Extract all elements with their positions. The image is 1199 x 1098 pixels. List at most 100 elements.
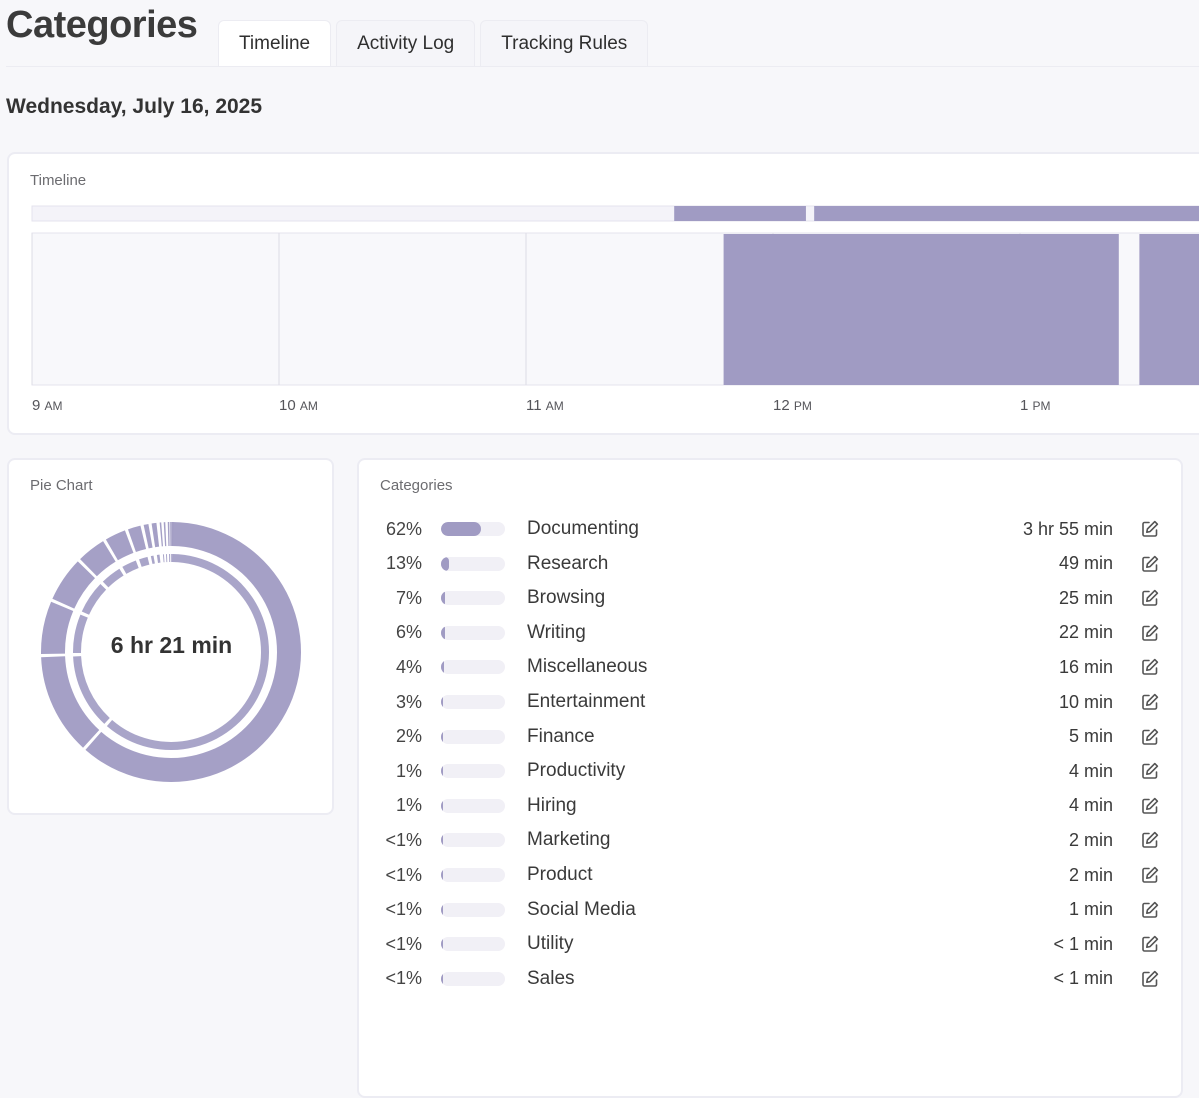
- timeline-activity-block[interactable]: [723, 234, 1119, 385]
- category-name[interactable]: Research: [527, 552, 609, 574]
- donut-outer-segment[interactable]: [151, 522, 160, 548]
- tab-tracking-rules[interactable]: Tracking Rules: [480, 20, 649, 66]
- donut-inner-segment[interactable]: [156, 554, 161, 563]
- edit-category-button[interactable]: [1139, 795, 1161, 817]
- category-percent: <1%: [385, 933, 422, 954]
- category-name[interactable]: Finance: [527, 725, 595, 747]
- tab-divider: [6, 66, 1199, 67]
- donut-outer-segment[interactable]: [163, 522, 167, 547]
- donut-inner-segment[interactable]: [73, 614, 88, 654]
- donut-inner-segment[interactable]: [170, 554, 172, 563]
- edit-category-button[interactable]: [1139, 622, 1161, 644]
- edit-category-button[interactable]: [1139, 899, 1161, 921]
- donut-chart[interactable]: [9, 460, 332, 813]
- category-row[interactable]: <1% Sales < 1 min: [359, 962, 1185, 996]
- category-name[interactable]: Sales: [527, 967, 575, 989]
- donut-outer-segment[interactable]: [85, 522, 301, 782]
- donut-outer-segment[interactable]: [159, 522, 164, 547]
- donut-inner-segment[interactable]: [172, 554, 174, 563]
- donut-inner-segment[interactable]: [162, 554, 165, 563]
- category-row[interactable]: <1% Product 2 min: [359, 858, 1185, 892]
- donut-inner-segment[interactable]: [150, 555, 155, 564]
- edit-icon: [1142, 762, 1159, 779]
- edit-icon: [1142, 659, 1159, 676]
- donut-inner-segment[interactable]: [169, 554, 171, 563]
- edit-category-button[interactable]: [1139, 553, 1161, 575]
- category-duration: 4 min: [1068, 795, 1113, 816]
- category-name[interactable]: Social Media: [527, 898, 636, 920]
- tab-timeline[interactable]: Timeline: [218, 20, 332, 66]
- tab-label: Activity Log: [357, 32, 455, 54]
- edit-category-button[interactable]: [1139, 760, 1161, 782]
- category-name[interactable]: Documenting: [527, 518, 639, 539]
- donut-inner-segment[interactable]: [102, 568, 124, 588]
- donut-outer-segment[interactable]: [80, 541, 116, 577]
- category-name[interactable]: Writing: [527, 621, 586, 643]
- category-row[interactable]: 6% Writing 22 min: [359, 616, 1185, 650]
- timeline-card: Timeline 9 AM 10 AM 11 AM 12 PM 1 PM: [7, 152, 1199, 435]
- category-row[interactable]: <1% Marketing 2 min: [359, 823, 1185, 857]
- donut-inner-segment[interactable]: [139, 556, 150, 567]
- category-duration: 22 min: [1058, 622, 1113, 643]
- category-row[interactable]: 13% Research 49 min: [359, 547, 1185, 581]
- donut-outer-segment[interactable]: [171, 522, 174, 547]
- donut-inner-segment[interactable]: [106, 554, 270, 750]
- category-name[interactable]: Browsing: [527, 587, 606, 609]
- donut-outer-segment[interactable]: [41, 601, 74, 655]
- category-name[interactable]: Miscellaneous: [527, 656, 648, 678]
- donut-inner-segment[interactable]: [165, 554, 168, 563]
- category-bar-track: [441, 902, 505, 917]
- category-row[interactable]: 2% Finance 5 min: [359, 720, 1185, 754]
- donut-outer-segment[interactable]: [167, 522, 170, 547]
- edit-category-button[interactable]: [1139, 968, 1161, 990]
- category-bar-track: [441, 660, 505, 675]
- category-row[interactable]: 1% Hiring 4 min: [359, 789, 1185, 823]
- category-duration: 2 min: [1068, 864, 1113, 885]
- edit-category-button[interactable]: [1139, 933, 1161, 955]
- tab-label: Timeline: [239, 32, 311, 54]
- category-row[interactable]: <1% Utility < 1 min: [359, 927, 1185, 961]
- category-row[interactable]: <1% Social Media 1 min: [359, 893, 1185, 927]
- donut-inner-segment[interactable]: [73, 656, 110, 724]
- category-row[interactable]: 7% Browsing 25 min: [359, 581, 1185, 615]
- donut-outer-segment[interactable]: [170, 522, 172, 547]
- category-name[interactable]: Product: [527, 864, 593, 885]
- edit-category-button[interactable]: [1139, 587, 1161, 609]
- edit-icon: [1142, 520, 1159, 537]
- category-row[interactable]: 62% Documenting 3 hr 55 min: [359, 512, 1185, 546]
- timeline-chart[interactable]: 9 AM 10 AM 11 AM 12 PM 1 PM: [9, 154, 1199, 437]
- category-name[interactable]: Productivity: [527, 760, 626, 782]
- category-duration: 10 min: [1058, 691, 1113, 712]
- category-row[interactable]: 4% Miscellaneous 16 min: [359, 650, 1185, 684]
- donut-outer-segment[interactable]: [105, 530, 134, 561]
- tab-activity-log[interactable]: Activity Log: [336, 20, 476, 66]
- edit-category-button[interactable]: [1139, 656, 1161, 678]
- edit-category-button[interactable]: [1139, 518, 1161, 540]
- date-heading: Wednesday, July 16, 2025: [6, 95, 263, 118]
- category-name[interactable]: Utility: [527, 933, 574, 955]
- edit-category-button[interactable]: [1139, 691, 1161, 713]
- edit-category-button[interactable]: [1139, 726, 1161, 748]
- category-bar-track: [441, 591, 505, 606]
- donut-outer-segment[interactable]: [127, 525, 147, 552]
- category-percent: 7%: [395, 587, 422, 608]
- category-row[interactable]: 1% Productivity 4 min: [359, 754, 1185, 788]
- category-row[interactable]: 3% Entertainment 10 min: [359, 685, 1185, 719]
- category-duration: 3 hr 55 min: [1022, 518, 1113, 539]
- category-name[interactable]: Entertainment: [527, 691, 646, 712]
- pie-chart-card: Pie Chart 6 hr 21 min: [7, 458, 334, 815]
- edit-icon: [1142, 693, 1159, 710]
- category-name[interactable]: Marketing: [527, 829, 611, 851]
- category-bar-fill: [441, 902, 443, 917]
- donut-inner-segment[interactable]: [81, 584, 107, 615]
- category-name[interactable]: Hiring: [527, 794, 577, 816]
- category-bar-track: [441, 556, 505, 571]
- donut-outer-segment[interactable]: [143, 523, 153, 549]
- edit-category-button[interactable]: [1139, 829, 1161, 851]
- donut-inner-segment[interactable]: [122, 560, 139, 574]
- donut-outer-segment[interactable]: [52, 561, 96, 609]
- donut-outer-segment[interactable]: [41, 656, 100, 748]
- edit-category-button[interactable]: [1139, 864, 1161, 886]
- timeline-activity-block[interactable]: [1139, 234, 1199, 385]
- category-duration: 2 min: [1068, 829, 1113, 850]
